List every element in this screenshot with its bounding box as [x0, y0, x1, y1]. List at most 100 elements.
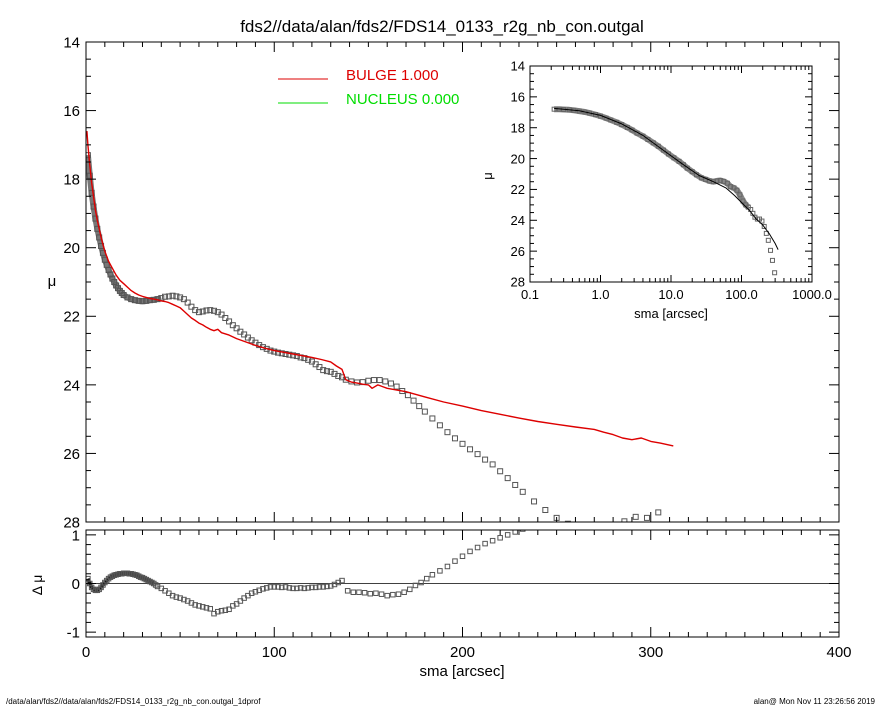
data-point — [211, 307, 218, 314]
inset-data-point — [761, 223, 767, 229]
data-point — [342, 376, 349, 383]
residual-point — [356, 589, 362, 596]
data-point — [564, 520, 571, 522]
inset-model-line — [554, 107, 779, 250]
data-point — [184, 299, 191, 306]
residual-point — [297, 585, 304, 591]
residual-point — [252, 589, 259, 595]
y-tick-label: 18 — [511, 120, 525, 135]
residual-point — [412, 582, 419, 589]
data-point — [207, 307, 214, 314]
data-point — [531, 498, 538, 505]
data-point — [451, 435, 458, 442]
residual-point — [290, 585, 296, 592]
data-point — [316, 364, 323, 371]
data-point — [162, 293, 169, 300]
inset-data-point — [551, 106, 557, 112]
inset-data-point — [734, 187, 740, 193]
data-point — [335, 372, 342, 379]
residual-point — [512, 530, 518, 535]
residual-point — [467, 548, 473, 555]
residual-point — [429, 571, 436, 578]
x-tick-label: 400 — [826, 644, 851, 661]
data-point — [459, 440, 466, 447]
data-point — [90, 203, 97, 210]
data-point — [199, 308, 206, 315]
data-point — [512, 481, 519, 488]
inset-data-point — [655, 143, 661, 149]
data-point — [489, 461, 496, 468]
data-point — [371, 377, 378, 384]
data-point — [233, 325, 240, 332]
data-point — [632, 513, 639, 520]
residual-point — [177, 595, 183, 601]
residual-point — [339, 577, 345, 584]
data-point — [542, 507, 549, 513]
footer-timestamp: alan@ Mon Nov 11 23:26:56 2019 — [753, 697, 875, 706]
residual-point — [226, 606, 232, 613]
residual-point — [407, 586, 413, 593]
residual-point — [320, 584, 326, 590]
data-point — [131, 297, 138, 304]
residual-point — [497, 535, 503, 541]
data-point — [173, 293, 180, 300]
data-point — [655, 509, 662, 516]
residual-point — [519, 530, 526, 532]
main-legend: BULGE 1.000 NUCLEUS 0.000 — [278, 67, 459, 108]
residual-point — [418, 579, 424, 586]
y-tick-label: 22 — [63, 309, 80, 326]
residual-point — [181, 596, 187, 603]
y-tick-label: 28 — [511, 275, 525, 290]
data-point — [195, 309, 202, 316]
residual-point — [218, 607, 225, 614]
residual-point — [192, 602, 198, 608]
y-tick-label: 28 — [63, 514, 80, 531]
residual-point — [390, 591, 396, 598]
data-point — [376, 377, 383, 384]
data-point — [290, 352, 297, 359]
inset-data-point — [768, 247, 774, 253]
data-point — [482, 456, 489, 463]
data-point — [286, 351, 293, 358]
residual-point — [279, 584, 285, 591]
inset-y-axis-label: μ — [480, 172, 495, 180]
y-tick-label: 16 — [511, 90, 525, 105]
residual-point — [350, 589, 357, 596]
y-tick-label: 1 — [72, 527, 80, 544]
residual-point — [263, 585, 270, 591]
residual-point — [367, 590, 374, 597]
residual-point — [452, 558, 458, 564]
data-point — [365, 377, 372, 384]
residual-point — [474, 544, 481, 551]
data-point — [165, 293, 172, 300]
residual-point — [222, 607, 229, 613]
residual-point — [203, 605, 210, 611]
inset-data-point — [665, 151, 671, 157]
y-tick-label: -1 — [67, 625, 80, 642]
bulge-model-line — [86, 131, 674, 447]
residual-point — [169, 592, 176, 599]
main-panel: 14 16 18 20 22 24 26 28 μ BULGE 1.000 NUCLEUS 0… — [48, 34, 840, 531]
data-point — [387, 380, 394, 387]
residual-point — [256, 587, 262, 594]
inset-data-point — [763, 230, 769, 236]
inset-x-axis-label: sma [arcsec] — [634, 306, 708, 321]
data-point — [180, 296, 187, 303]
y-tick-label: 26 — [63, 446, 80, 463]
y-tick-label: 24 — [63, 377, 80, 394]
data-point — [429, 415, 436, 422]
inset-data-point — [759, 218, 765, 224]
residual-point — [207, 606, 213, 612]
inset-data-point — [645, 136, 651, 142]
data-point — [105, 267, 112, 273]
data-point — [241, 331, 248, 338]
data-point — [109, 275, 116, 282]
data-point — [282, 351, 289, 357]
data-point — [621, 518, 628, 522]
y-tick-label: 16 — [63, 103, 80, 120]
inset-data-point — [650, 140, 656, 146]
main-ticks: 14 16 18 20 22 24 26 28 — [63, 34, 840, 531]
y-tick-label: 14 — [63, 34, 80, 51]
main-y-axis-label: μ — [48, 273, 57, 290]
residual-point — [248, 590, 255, 596]
